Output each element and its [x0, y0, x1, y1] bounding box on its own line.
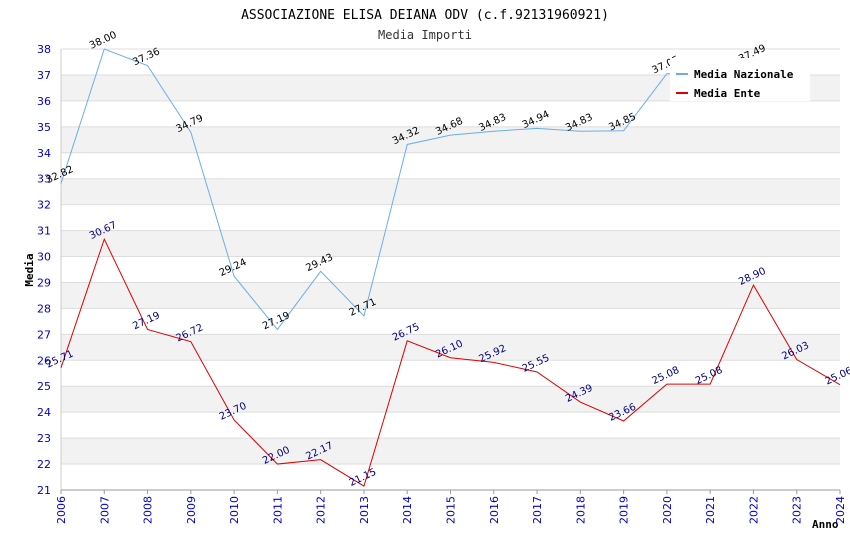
grid-band	[61, 282, 840, 309]
y-tick-label: 30	[37, 251, 51, 264]
x-tick-label: 2013	[358, 496, 371, 524]
grid-band	[61, 438, 840, 465]
y-ticks: 21 22 23 24 25 26 27 28 29 30 31 32 33 34 35 36 37 38	[37, 43, 51, 497]
chart-title: ASSOCIAZIONE ELISA DEIANA ODV (c.f.92131…	[241, 8, 609, 23]
legend-entry: Media Nazionale	[694, 68, 794, 81]
x-tick-label: 2015	[445, 496, 458, 524]
x-tick-label: 2024	[834, 496, 847, 524]
x-tick-label: 2007	[98, 496, 111, 524]
legend-box	[670, 58, 810, 101]
y-tick-label: 27	[37, 328, 51, 341]
grid-band	[61, 178, 840, 205]
y-tick-label: 31	[37, 225, 51, 238]
y-tick-label: 22	[37, 458, 51, 471]
x-tick-label: 2019	[618, 496, 631, 524]
x-tick-label: 2014	[401, 496, 414, 524]
y-tick-label: 23	[37, 432, 51, 445]
y-tick-label: 25	[37, 380, 51, 393]
series-line-media-ente	[60, 237, 841, 487]
legend-entry: Media Ente	[694, 87, 761, 100]
grid-band	[61, 256, 840, 283]
x-tick-label: 2020	[661, 496, 674, 524]
x-tick-label: 2018	[574, 496, 587, 524]
grid-band	[61, 126, 840, 153]
grid-band	[61, 152, 840, 179]
grid-band	[61, 386, 840, 413]
y-tick-label: 28	[37, 302, 51, 315]
y-tick-label: 36	[37, 95, 51, 108]
x-tick-label: 2009	[185, 496, 198, 524]
y-tick-label: 24	[37, 406, 51, 419]
x-tick-label: 2008	[142, 496, 155, 524]
y-tick-label: 37	[37, 69, 51, 82]
grid-band	[61, 100, 840, 127]
chart-subtitle: Media Importi	[378, 28, 472, 42]
grid-bands	[61, 48, 840, 491]
x-tick-label: 2021	[704, 496, 717, 524]
grid-band	[61, 334, 840, 361]
y-tick-label: 26	[37, 354, 51, 367]
y-tick-label: 35	[37, 121, 51, 134]
y-tick-label: 21	[37, 484, 51, 497]
grid-band	[61, 360, 840, 387]
x-tick-label: 2012	[315, 496, 328, 524]
x-axis-label: Anno	[812, 518, 839, 531]
grid-band	[61, 230, 840, 257]
x-tick-label: 2006	[55, 496, 68, 524]
legend: Media Nazionale Media Ente	[670, 58, 810, 101]
x-tick-label: 2011	[271, 496, 284, 524]
grid-band	[61, 412, 840, 439]
grid-band	[61, 464, 840, 490]
grid-band	[61, 204, 840, 231]
x-tick-label: 2023	[791, 496, 804, 524]
series-line-media-nazionale	[60, 48, 754, 331]
data-label: 38.00	[88, 30, 119, 52]
x-tick-label: 2017	[531, 496, 544, 524]
y-tick-label: 34	[37, 147, 51, 160]
y-tick-label: 32	[37, 199, 51, 212]
y-tick-label: 38	[37, 43, 51, 56]
x-tick-label: 2010	[228, 496, 241, 524]
series-lines	[60, 48, 841, 487]
x-ticks: 2006 2007 2008 2009 2010 2011 2012 2013 2014 2015…	[55, 490, 847, 524]
y-axis-label: Media	[23, 253, 36, 286]
grid-band	[61, 308, 840, 335]
y-tick-label: 33	[37, 173, 51, 186]
x-tick-label: 2022	[747, 496, 760, 524]
y-tick-label: 29	[37, 276, 51, 289]
x-tick-label: 2016	[488, 496, 501, 524]
